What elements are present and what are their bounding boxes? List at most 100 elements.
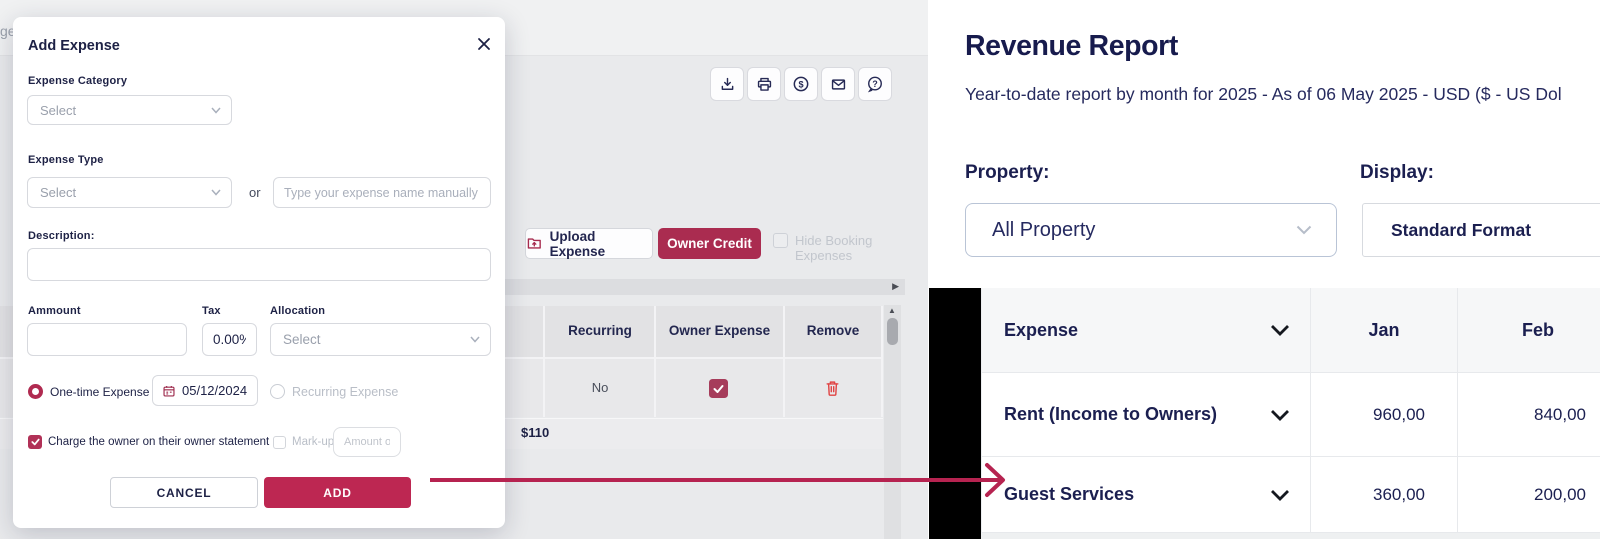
revenue-table-header-feb: Feb [1458, 288, 1600, 373]
table-cell-guest-feb: 200,00 [1458, 457, 1600, 533]
horizontal-scrollbar[interactable]: ▶ [505, 279, 905, 295]
one-time-expense-label: One-time Expense [50, 385, 150, 399]
table-row-guest-services[interactable]: Guest Services [982, 457, 1311, 533]
owner-expense-checkbox[interactable] [709, 379, 728, 398]
email-button[interactable] [821, 67, 855, 101]
trash-icon [826, 381, 839, 396]
modal-title: Add Expense [28, 38, 120, 54]
help-bubble-icon: ? [867, 76, 882, 93]
description-input[interactable] [27, 248, 491, 281]
redaction-bar [929, 288, 981, 539]
row-name-label: Guest Services [1004, 484, 1135, 504]
download-button[interactable] [710, 67, 744, 101]
recurring-cell: No [591, 380, 609, 395]
revenue-report-panel: Revenue Report Year-to-date report by mo… [928, 0, 1600, 539]
table-cell-guest-jan: 360,00 [1311, 457, 1458, 533]
allocation-value: Select [283, 332, 321, 347]
charge-owner-label: Charge the owner on their owner statemen… [48, 436, 270, 448]
tax-input[interactable] [202, 323, 257, 356]
chevron-down-icon [470, 336, 480, 343]
help-button[interactable]: ? [858, 67, 892, 101]
expense-header-label: Expense [1004, 319, 1079, 340]
dollar-icon: $ [793, 76, 809, 92]
amount-input[interactable] [27, 323, 187, 356]
download-icon [721, 77, 733, 90]
recurring-expense-label: Recurring Expense [292, 385, 399, 399]
print-button[interactable] [747, 67, 781, 101]
markup-label: Mark-up: [292, 436, 338, 448]
expense-name-input[interactable] [273, 177, 491, 208]
svg-text:$: $ [798, 79, 803, 89]
chevron-down-icon[interactable] [1270, 409, 1290, 421]
owner-credit-label: Owner Credit [667, 236, 752, 251]
scrollbar-thumb[interactable] [887, 318, 898, 345]
scroll-right-icon[interactable]: ▶ [892, 281, 899, 291]
column-divider [783, 306, 785, 417]
allocation-label: Allocation [270, 305, 326, 317]
expense-type-label: Expense Type [28, 154, 104, 166]
allocation-select[interactable]: Select [270, 323, 491, 356]
add-expense-modal: Add Expense Expense Category Select Expe… [13, 17, 505, 528]
page-title: Revenue Report [965, 30, 1178, 62]
column-divider [654, 306, 656, 417]
check-icon [713, 384, 724, 393]
column-header-owner-expense: Owner Expense [668, 323, 771, 338]
check-icon [30, 438, 40, 446]
hide-booking-expenses-checkbox[interactable] [773, 233, 788, 248]
owner-credit-button[interactable]: Owner Credit [658, 228, 761, 259]
expense-date-input[interactable]: 05/12/2024 [152, 375, 258, 406]
row-name-label: Rent (Income to Owners) [1004, 404, 1218, 424]
column-header-remove: Remove [806, 323, 860, 338]
table-bottom-strip [981, 533, 1600, 539]
charge-owner-checkbox[interactable] [28, 435, 42, 449]
expense-category-label: Expense Category [28, 75, 128, 87]
chevron-down-icon [211, 107, 221, 114]
expense-category-select[interactable]: Select [27, 95, 232, 125]
revenue-table-header-expense[interactable]: Expense [982, 288, 1311, 373]
total-amount-label: $110 [521, 425, 550, 440]
calendar-icon [163, 385, 175, 397]
add-button[interactable]: ADD [264, 477, 411, 508]
svg-text:?: ? [872, 79, 877, 89]
vertical-scrollbar[interactable]: ▲ [884, 305, 901, 539]
chevron-down-icon [211, 189, 221, 196]
property-select[interactable]: All Property [965, 203, 1337, 257]
scroll-up-icon[interactable]: ▲ [888, 306, 896, 315]
expense-type-value: Select [40, 185, 77, 200]
display-value: Standard Format [1391, 219, 1532, 240]
chevron-down-icon[interactable] [1270, 489, 1290, 501]
display-label: Display: [1360, 162, 1434, 183]
table-cell-rent-jan: 960,00 [1311, 373, 1458, 457]
recurring-expense-radio[interactable] [270, 384, 285, 399]
one-time-expense-radio[interactable] [28, 384, 43, 399]
expense-type-select[interactable]: Select [27, 177, 232, 208]
cancel-label: CANCEL [156, 485, 212, 500]
currency-button[interactable]: $ [784, 67, 818, 101]
add-label: ADD [323, 485, 352, 500]
property-value: All Property [992, 218, 1096, 241]
markup-checkbox[interactable] [273, 436, 286, 449]
chevron-down-icon [1296, 225, 1312, 235]
report-subtitle: Year-to-date report by month for 2025 - … [965, 84, 1562, 104]
remove-expense-button[interactable] [824, 379, 841, 403]
markup-amount-input[interactable] [333, 427, 401, 457]
tax-label: Tax [202, 305, 221, 317]
description-label: Description: [28, 230, 95, 242]
table-row-rent-expense[interactable]: Rent (Income to Owners) [982, 373, 1311, 457]
amount-label: Ammount [28, 305, 81, 317]
revenue-table: Expense Jan Feb Rent (Income to Owners) … [981, 288, 1600, 533]
cancel-button[interactable]: CANCEL [110, 477, 258, 508]
expense-category-value: Select [40, 102, 77, 118]
mail-icon [831, 78, 845, 90]
upload-folder-icon [527, 238, 541, 249]
upload-expense-button[interactable]: Upload Expense [525, 228, 653, 259]
chevron-down-icon[interactable] [1270, 324, 1290, 336]
table-cell-rent-feb: 840,00 [1458, 373, 1600, 457]
close-icon[interactable] [477, 37, 491, 56]
column-divider [543, 306, 545, 417]
hide-booking-expenses-label: Hide Booking Expenses [795, 233, 873, 263]
print-icon [757, 77, 771, 91]
display-select[interactable]: Standard Format [1362, 203, 1600, 257]
clipped-heading-text: ge [0, 23, 16, 39]
expense-date-value: 05/12/2024 [182, 383, 248, 398]
